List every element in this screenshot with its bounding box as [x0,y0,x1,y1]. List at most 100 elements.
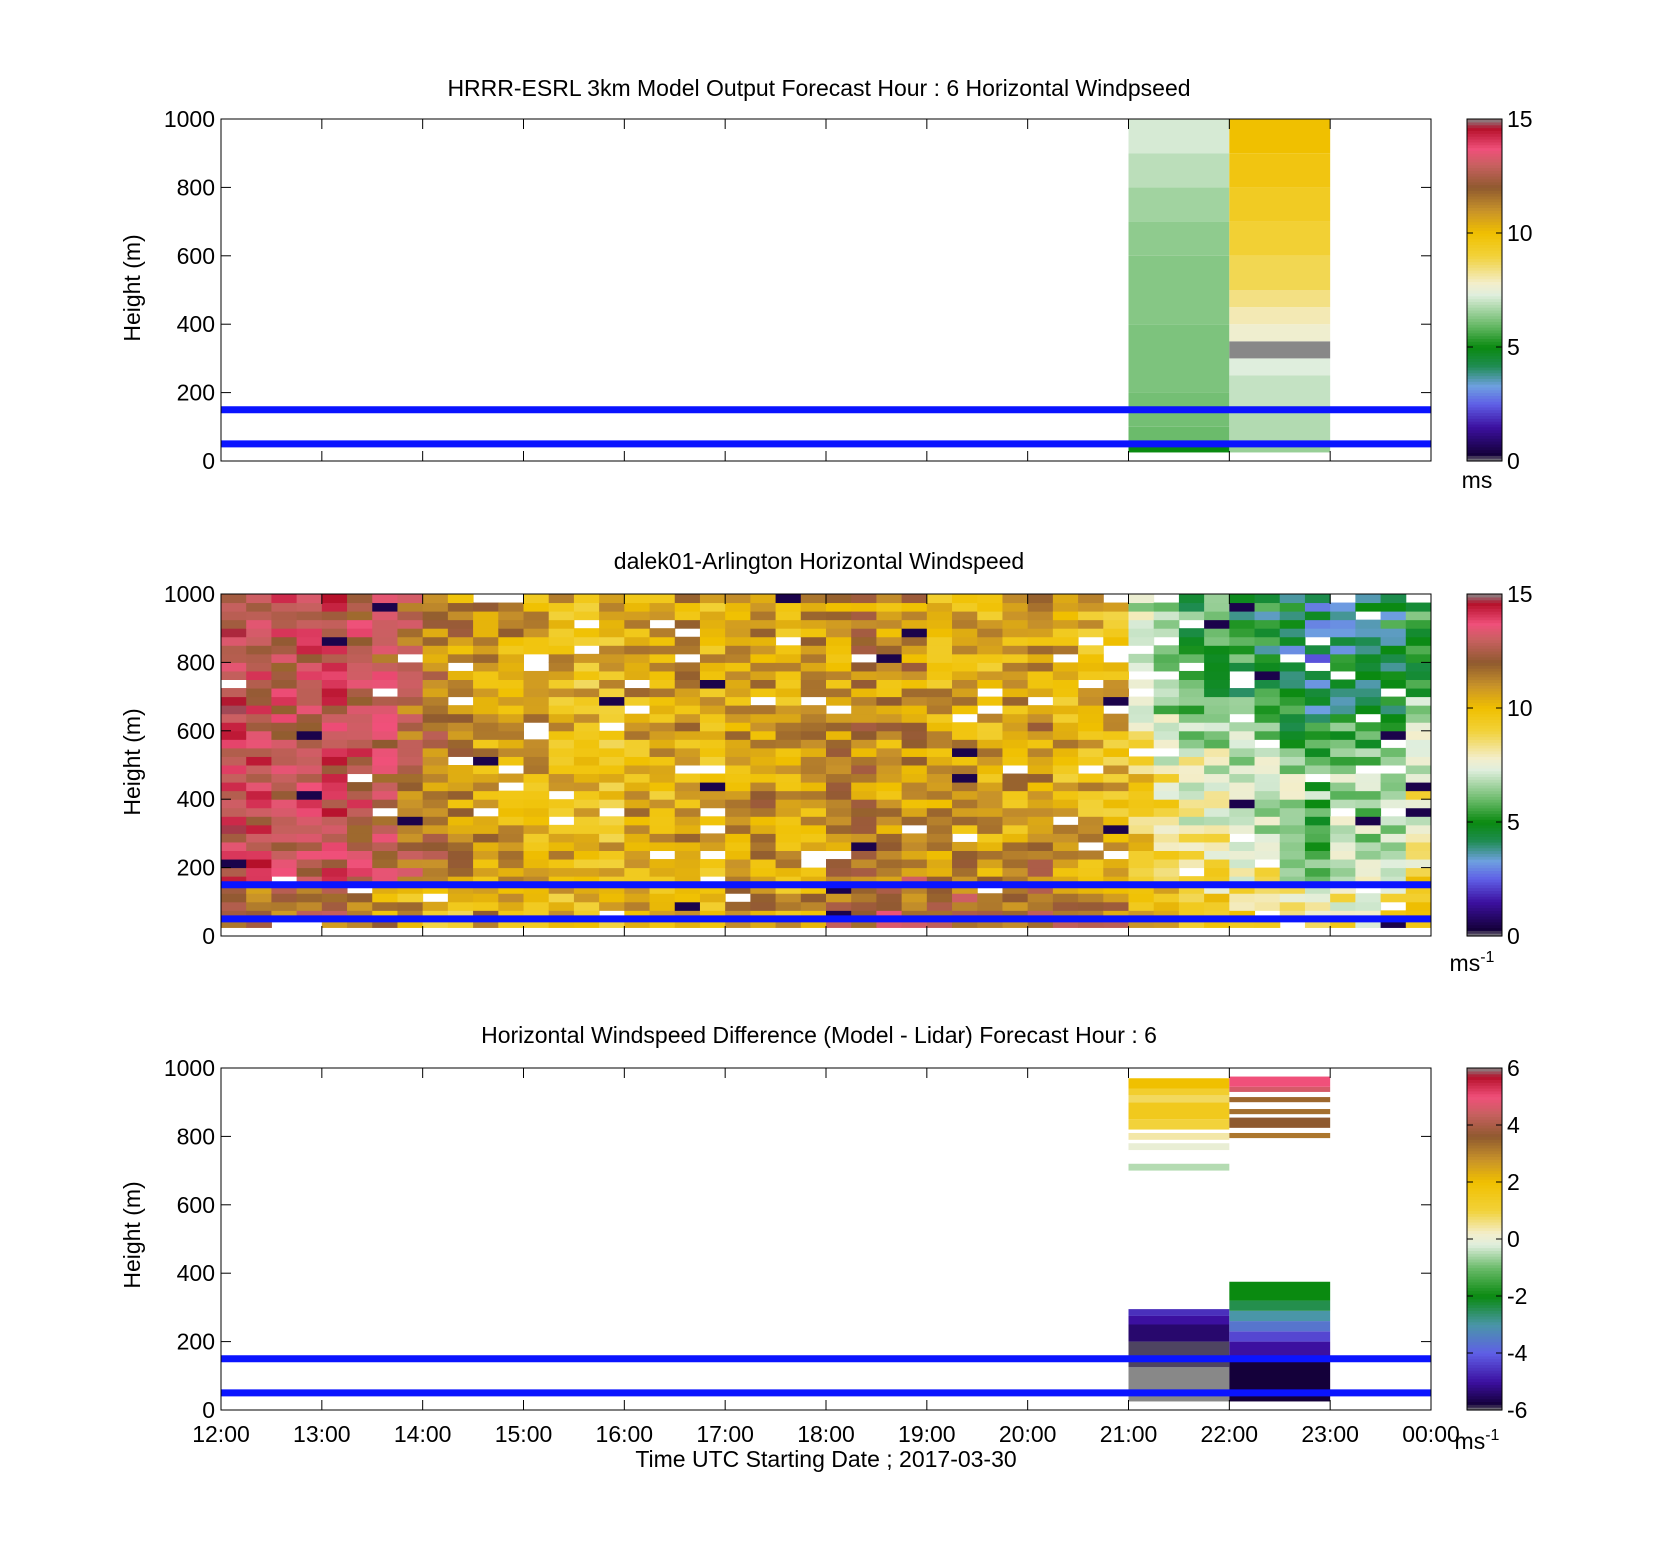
heatmap-cell [296,594,323,604]
heatmap-cell [1153,893,1180,903]
heatmap-cell [699,918,726,928]
heatmap-cell [498,867,524,877]
heatmap-cell [775,833,802,843]
heatmap-cell [1380,594,1407,604]
heatmap-cell [1153,611,1180,621]
heatmap-cell [321,594,348,604]
heatmap-cell [1304,756,1331,766]
heatmap-cell [674,910,701,920]
heatmap-cell [977,765,1003,775]
heatmap-cell [296,730,323,740]
heatmap-cell [1229,765,1256,775]
colorbar-segment [1467,364,1502,368]
heatmap-cell [1405,653,1432,663]
heatmap-cell [1128,636,1155,646]
heatmap-cell [876,833,903,843]
heatmap-cell [397,841,424,851]
heatmap-cell [624,782,651,792]
heatmap-cell [1279,901,1306,911]
heatmap-cell [1103,679,1129,689]
heatmap-cell [1078,790,1104,800]
heatmap-cell [800,688,827,698]
heatmap-cell [750,901,777,911]
heatmap-cell [246,833,272,843]
colorbar-segment [1467,844,1502,849]
colorbar-segment [1467,418,1502,422]
heatmap-cell [347,859,373,869]
heatmap-cell [1330,816,1356,826]
heatmap-cell [851,722,877,732]
colorbar-segment [1467,270,1502,274]
heatmap-cell [952,705,978,715]
heatmap-cell [246,910,272,920]
colorbar-segment [1467,1273,1502,1277]
heatmap-cell [1103,636,1129,646]
heatmap-cell [775,850,802,860]
heatmap-cell [1153,910,1180,920]
colorbar-segment [1467,861,1502,866]
heatmap-cell [498,670,524,680]
colorbar-segment [1467,793,1502,797]
heatmap-cell [573,910,600,920]
heatmap-cell [1355,807,1382,817]
heatmap-cell [1254,679,1281,689]
heatmap-cell [1405,867,1432,877]
heatmap-cell [1330,730,1356,740]
heatmap-cell [1002,739,1029,749]
heatmap-cell [1052,773,1079,783]
colorbar-segment [1467,375,1502,379]
heatmap-cell [1279,782,1306,792]
heatmap-cell [1380,773,1407,783]
heatmap-cell [1254,722,1281,732]
x-tick-labels: 12:00 13:00 14:00 15:00 16:00 17:00 18:00 19:00… [192,1421,1460,1447]
heatmap-cell [1304,653,1331,663]
heatmap-cell [699,867,726,877]
heatmap-cell [347,833,373,843]
heatmap-cell [473,696,499,706]
heatmap-cell [1052,705,1079,715]
heatmap-cell [1229,859,1256,869]
heatmap-cell [1052,859,1079,869]
heatmap-cell [271,807,298,817]
heatmap-cell [1178,893,1205,903]
heatmap-cell [1279,688,1306,698]
colorbar-segment [1467,198,1502,203]
heatmap-cell [876,722,903,732]
heatmap-cell [1178,739,1205,749]
heatmap-cell [1355,594,1382,604]
heatmap-cell [851,884,877,894]
heatmap-cell [246,816,272,826]
heatmap-cell [1355,918,1382,928]
heatmap-cell [221,722,247,732]
heatmap-cell [674,782,701,792]
heatmap-cell [1103,799,1129,809]
heatmap-cell [422,611,449,621]
heatmap-cell [926,628,953,638]
heatmap-cell [498,628,524,638]
heatmap-cell [649,807,676,817]
heatmap-cell [1027,824,1054,834]
heatmap-cell [1229,1281,1331,1301]
heatmap-cell [397,867,424,877]
heatmap-cell [1128,1119,1230,1130]
heatmap-cell [977,679,1003,689]
heatmap-cell [347,611,373,621]
heatmap-cell [221,765,247,775]
heatmap-cell [221,688,247,698]
heatmap-cell [775,765,802,775]
heatmap-cell [599,893,625,903]
heatmap-cell [498,756,524,766]
colorbar-tick-label: 10 [1507,220,1533,246]
heatmap-cell [1052,730,1079,740]
heatmap-cell [1405,619,1432,629]
heatmap-cell [1052,688,1079,698]
colorbar-segment [1467,710,1502,715]
heatmap-cell [977,867,1003,877]
heatmap-cell [851,688,877,698]
heatmap-cell [977,782,1003,792]
panel-model: HRRR-ESRL 3km Model Output Forecast Hour… [119,75,1533,493]
heatmap-cell [347,867,373,877]
colorbar-segment [1467,121,1502,126]
heatmap-cell [1254,645,1281,655]
